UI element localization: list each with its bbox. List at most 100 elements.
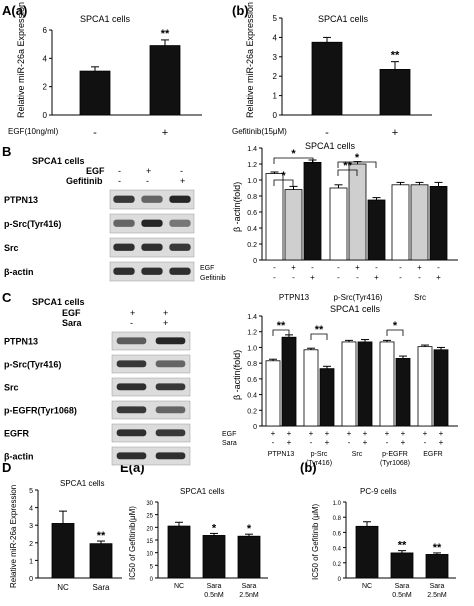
blotB-band	[169, 243, 191, 251]
chart-Eb-xtick: Sara	[395, 583, 410, 590]
xlabel-Ab: Gefitinib(15μM)	[232, 127, 287, 136]
chart-C-sara-label: Sara	[222, 440, 237, 447]
title-B-chart: SPCA1 cells	[305, 141, 356, 151]
chart-B-egf-label: EGF	[200, 265, 214, 272]
chart-Ea-xtick: 2.5nM	[239, 592, 259, 599]
chart-Eb-xtick: Sara	[430, 583, 445, 590]
chart-B-cond: +	[436, 273, 441, 282]
chart-Eb-bar	[425, 554, 449, 579]
blotC-band	[116, 452, 147, 460]
chart-B-cond: +	[291, 263, 296, 272]
title-Eb: PC-9 cells	[360, 487, 396, 496]
chart-Aa-ytick-label: 6	[43, 26, 48, 35]
chart-B-significance: *	[291, 148, 296, 160]
blotC-sara-2: +	[163, 318, 168, 328]
chart-B-cond: +	[310, 273, 315, 282]
blotC-band	[116, 383, 147, 391]
blotC-band	[116, 337, 147, 345]
chart-Eb-significance: **	[433, 542, 442, 554]
blotC-label: PTPN13	[4, 336, 38, 346]
chart-Ab-ytick-label: 2	[273, 72, 278, 81]
chart-Ab-xtick: +	[392, 127, 398, 139]
chart-Ea-ytick-label: 25	[146, 514, 153, 520]
chart-Ea-xtick: Sara	[242, 583, 257, 590]
chart-C-cond: +	[271, 429, 276, 438]
title-D: SPCA1 cells	[60, 479, 104, 488]
blotB-band	[141, 267, 163, 275]
chart-B-bracket	[273, 157, 314, 164]
chart-Ea-ytick-label: 5	[150, 564, 154, 570]
title-Ab: SPCA1 cells	[318, 14, 369, 24]
blotC-egf-1: +	[130, 308, 135, 318]
panel-label-D: D	[2, 460, 11, 475]
chart-Ab-bar	[311, 41, 343, 116]
chart-Aa-ytick-label: 0	[43, 111, 48, 120]
blotB-band	[169, 219, 191, 227]
blotC-egf-label: EGF	[62, 308, 81, 318]
blotC-strip	[111, 423, 191, 443]
chart-C-cond: +	[363, 438, 368, 447]
blotC-band	[155, 406, 186, 414]
chart-Aa-ytick-label: 2	[43, 83, 48, 92]
chart-D-xtick: Sara	[93, 583, 110, 592]
chart-C-group-label: PTPN13	[268, 451, 295, 458]
chart-C-bar	[357, 341, 373, 427]
title-C-chart: SPCA1 cells	[330, 304, 381, 314]
blotB-band	[113, 267, 135, 275]
chart-Aa-xtick: -	[93, 127, 97, 139]
chart-C-group-label: (Tyr416)	[306, 460, 332, 467]
chart-C-ytick-label: 0.4	[247, 393, 257, 400]
chart-C-egf-label: EGF	[222, 431, 236, 438]
chart-Ea-significance: *	[212, 522, 217, 534]
chart-C-bar	[265, 360, 281, 427]
chart-Eb-ytick-label: 0.8	[333, 516, 342, 522]
chart-B-cond: +	[374, 273, 379, 282]
chart-B-ytick-label: 0.4	[247, 226, 257, 233]
chart-C-bar	[341, 341, 357, 427]
blotB-egf-3: -	[180, 166, 183, 176]
chart-Ab-ytick-label: 4	[273, 33, 278, 42]
chart-Aa-bar	[79, 70, 111, 116]
chart-C-cond: +	[287, 429, 292, 438]
chart-C-bracket	[272, 329, 290, 336]
blotB-band	[169, 267, 191, 275]
chart-B-bar	[284, 189, 303, 261]
blotC-strip	[111, 331, 191, 351]
chart-B-cond: -	[273, 263, 276, 272]
chart-C-significance: **	[277, 320, 286, 332]
chart-B-ytick-label: 0.8	[247, 194, 257, 201]
chart-Aa-ytick-label: 4	[43, 54, 48, 63]
chart-Eb-xtick: NC	[362, 583, 372, 590]
chart-Ab-ytick-label: 5	[273, 14, 278, 23]
chart-Ea-xtick: 0.5nM	[204, 592, 224, 599]
chart-Ea-bar	[167, 525, 191, 579]
chart-Eb-bar	[390, 552, 414, 579]
chart-C-ytick-label: 1.0	[247, 345, 257, 352]
blotB-label: PTPN13	[4, 195, 38, 205]
chart-B-cond: -	[273, 273, 276, 282]
blotC-strip	[111, 400, 191, 420]
chart-B-cond: -	[399, 263, 402, 272]
chart-D-ytick-label: 2	[29, 541, 33, 548]
ylabel-B: β -actin(fold)	[232, 182, 242, 232]
chart-D-bar	[89, 543, 113, 579]
ylabel-Eb: IC50 of Gefitinib (μM)	[311, 503, 320, 580]
blotC-label: p-EGFR(Tyr1068)	[4, 405, 77, 415]
blotB-egf-2: +	[146, 166, 151, 176]
chart-B-group-label: p-Src(Tyr416)	[334, 293, 383, 302]
blotB-egf-label: EGF	[86, 166, 105, 176]
chart-B-bracket	[337, 169, 358, 176]
ylabel-Ea: IC50 of Gefitinib(μM)	[128, 506, 137, 580]
chart-Ea-xtick: Sara	[207, 583, 222, 590]
chart-C-ytick-label: 0.2	[247, 408, 257, 415]
blotC-band	[155, 429, 186, 437]
chart-C-ytick-label: 1.2	[247, 330, 257, 337]
chart-Ab-ytick-label: 3	[273, 53, 278, 62]
chart-B-cond: -	[375, 263, 378, 272]
chart-D-bar	[51, 523, 75, 579]
chart-B-bracket	[337, 161, 377, 168]
blotB-band	[113, 219, 135, 227]
blotB-gef-3: +	[180, 176, 185, 186]
blotC-egf-2: +	[163, 308, 168, 318]
